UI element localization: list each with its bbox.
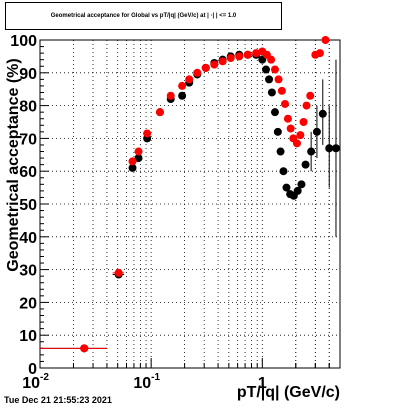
data-point [286, 124, 295, 133]
data-point [325, 144, 334, 153]
x-axis-label: pT/|q| (GeV/c) [236, 384, 340, 401]
data-point [279, 167, 288, 176]
data-point [276, 147, 285, 156]
data-point [282, 183, 291, 192]
data-point [114, 268, 123, 277]
y-tick-label: 40 [19, 230, 37, 247]
y-tick-label: 70 [19, 131, 37, 148]
data-point [243, 50, 252, 59]
data-point [252, 49, 261, 58]
data-point [306, 91, 315, 100]
data-point [201, 63, 210, 72]
data-point [262, 65, 271, 74]
y-axis-label: Geometrical acceptance (%) [5, 58, 22, 272]
data-point [80, 344, 89, 353]
data-point [210, 60, 219, 69]
data-point [193, 68, 202, 77]
timestamp: Tue Dec 21 21:55:23 2021 [4, 395, 112, 405]
x-tick-label: 10 [133, 375, 151, 392]
data-point [293, 186, 302, 195]
y-tick-label: 100 [10, 33, 37, 50]
data-point [318, 109, 327, 118]
y-tick-label: 10 [19, 328, 37, 345]
data-point [292, 139, 301, 148]
data-point [296, 131, 305, 140]
data-point [297, 180, 306, 189]
data-point [321, 36, 330, 44]
data-point [166, 91, 175, 100]
x-tick-exponent: -2 [40, 372, 49, 383]
data-point [134, 154, 143, 163]
data-point [218, 57, 227, 66]
data-point [270, 65, 279, 74]
data-point [185, 75, 194, 84]
data-point [280, 99, 289, 108]
data-point [267, 88, 276, 97]
data-point [235, 52, 244, 61]
data-point [270, 108, 279, 117]
data-point [178, 81, 187, 90]
data-point [128, 157, 137, 166]
y-tick-label: 30 [19, 263, 37, 280]
y-tick-label: 60 [19, 164, 37, 181]
x-tick-exponent: -1 [151, 372, 160, 383]
data-point [299, 118, 308, 126]
plot-frame [39, 39, 341, 369]
data-point [134, 147, 143, 156]
data-point [331, 144, 340, 153]
data-point [315, 49, 324, 58]
chart-title: Geometrical acceptance for Global vs pT/… [50, 13, 237, 19]
data-point [307, 147, 316, 156]
y-tick-label: 80 [19, 99, 37, 116]
x-tick-label: 10 [22, 375, 40, 392]
data-point [267, 55, 276, 64]
data-point [277, 86, 286, 95]
x-tick-label: 1 [258, 375, 267, 392]
y-tick-label: 90 [19, 66, 37, 83]
data-point [274, 75, 283, 84]
data-point [128, 163, 137, 172]
data-point [283, 114, 292, 123]
data-point [143, 129, 152, 138]
data-point [273, 127, 282, 136]
chart-title-box: Geometrical acceptance for Global vs pT/… [5, 2, 282, 30]
data-point [312, 127, 321, 136]
y-tick-label: 50 [19, 197, 37, 214]
y-tick-label: 0 [28, 361, 37, 378]
data-point [265, 75, 274, 84]
data-point [178, 91, 187, 100]
y-tick-label: 20 [19, 295, 37, 312]
data-point [226, 54, 235, 63]
data-point [301, 160, 310, 169]
data-point [155, 108, 164, 117]
data-point [302, 101, 311, 110]
